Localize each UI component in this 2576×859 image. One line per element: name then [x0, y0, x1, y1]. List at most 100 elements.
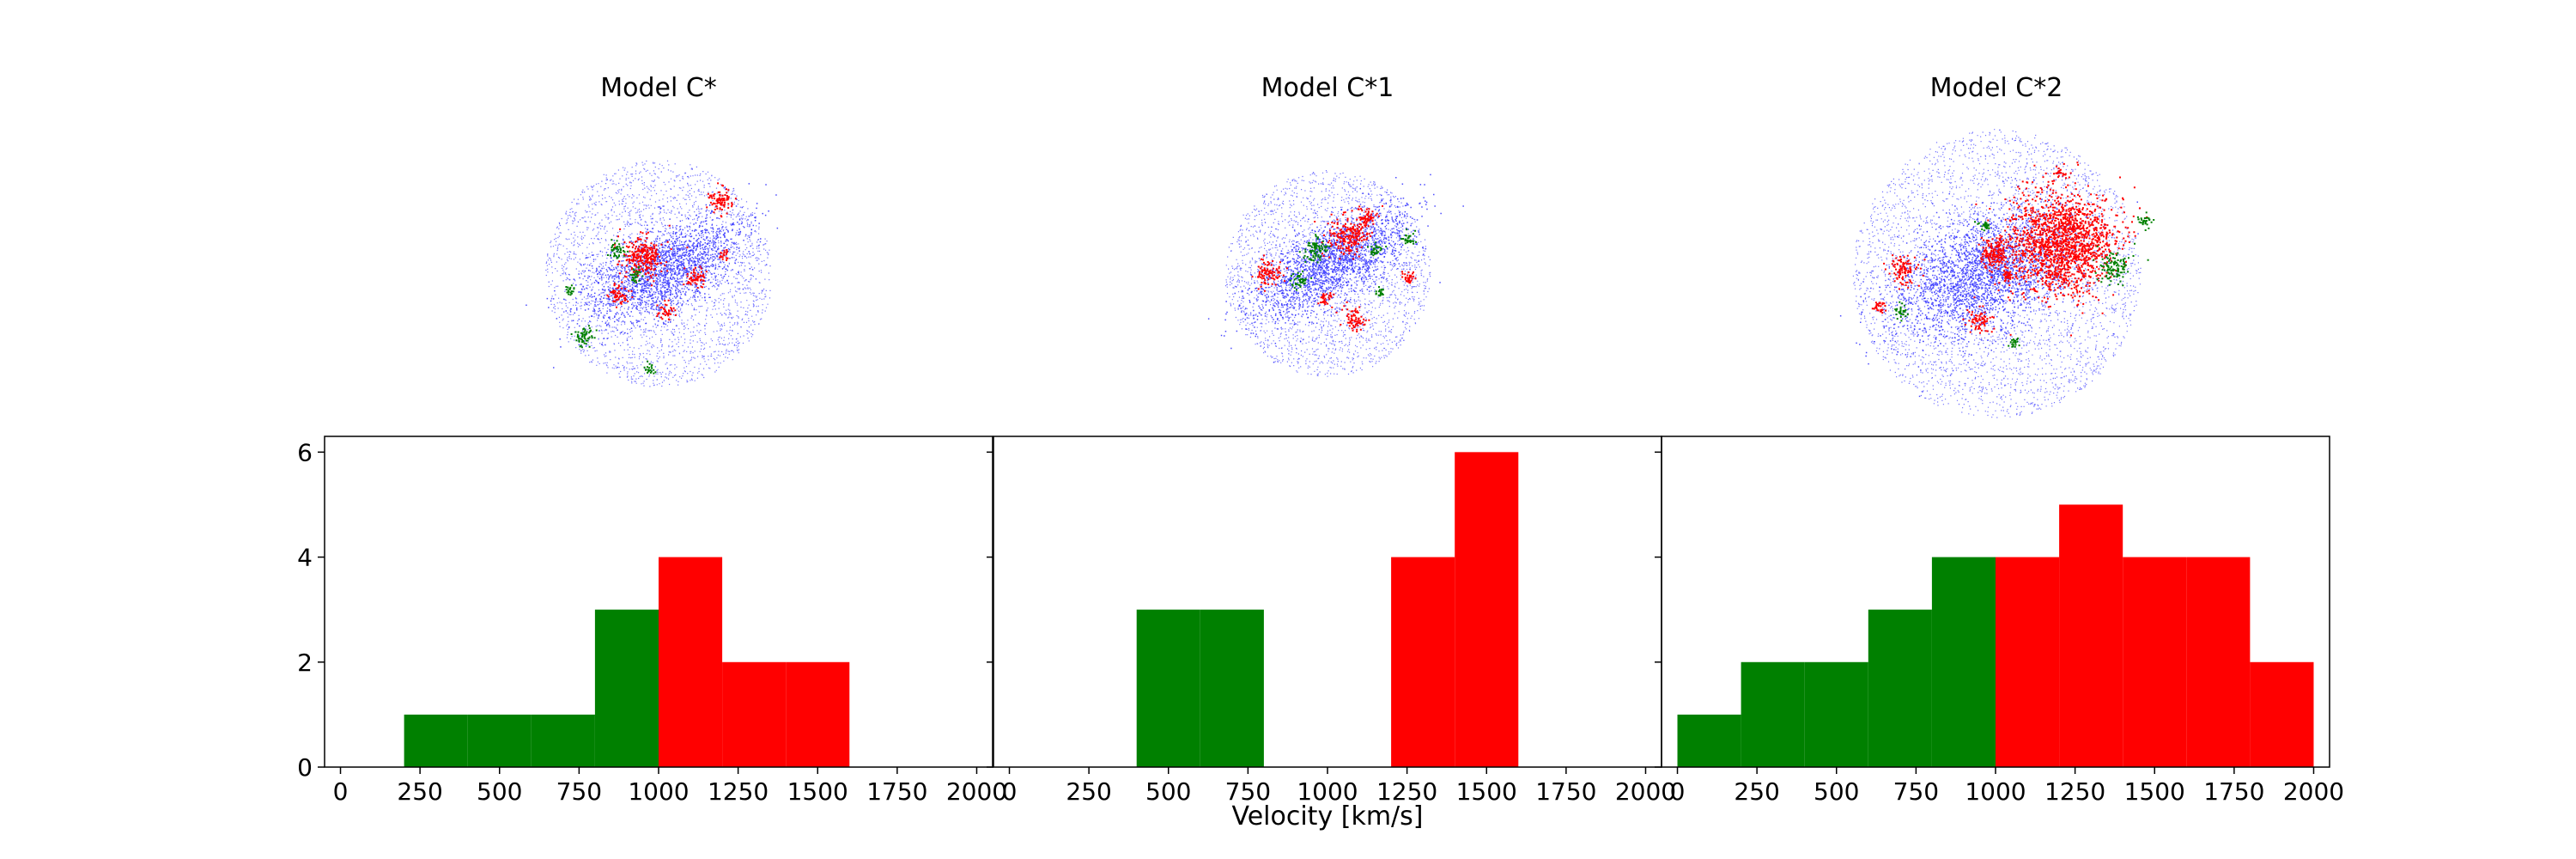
subhalo-green — [1289, 271, 1313, 291]
x-tick-label: 1000 — [1297, 777, 1358, 806]
y-tick-label: 0 — [297, 753, 313, 782]
bar-red-1400-1600 — [2123, 557, 2187, 767]
x-tick-label: 250 — [1734, 777, 1779, 806]
subhalo-green — [629, 266, 644, 283]
panel-title-1: Model C* — [600, 73, 717, 103]
subhalo-red — [656, 299, 677, 321]
subhalo-green — [2008, 338, 2020, 348]
subhalo-red — [683, 265, 708, 289]
bar-green-800-1000 — [1931, 557, 1996, 767]
x-tick-label: 0 — [1002, 777, 1018, 806]
subhalo-red — [1973, 161, 2148, 337]
y-tick-label: 4 — [297, 544, 313, 572]
bar-red-1000-1200 — [659, 557, 723, 767]
halo-particles — [1852, 129, 2142, 418]
subhalo-green — [607, 239, 629, 259]
bar-red-1400-1600 — [1455, 452, 1519, 767]
x-tick-label: 750 — [1225, 777, 1271, 806]
subhalo-red — [719, 249, 729, 261]
x-tick-label: 2000 — [1615, 777, 1676, 806]
bar-green-600-800 — [531, 714, 595, 767]
histogram-panel-3: 0 250 500 750 1000 1250 1500 1750 2000 — [1655, 436, 2344, 806]
galaxy-image-model-c-star-2 — [1839, 129, 2155, 418]
subhalo-green — [2136, 211, 2155, 231]
subhalo-green — [565, 284, 575, 296]
subhalo-red — [1962, 305, 1996, 334]
x-tick-label: 1750 — [866, 777, 927, 806]
subhalo-red — [1871, 302, 1887, 314]
axes-frame — [993, 436, 1662, 768]
subhalo-red — [1997, 266, 2017, 287]
x-tick-label: 1000 — [628, 777, 689, 806]
subhalo-green — [1400, 228, 1417, 245]
bar-green-400-600 — [467, 714, 532, 767]
bar-green-200-400 — [1741, 661, 1805, 767]
x-tick-label: 1500 — [2124, 777, 2185, 806]
x-tick-label: 1250 — [2044, 777, 2105, 806]
subhalo-red — [1251, 254, 1288, 292]
subhalo-red — [1317, 292, 1335, 308]
x-tick-label: 250 — [1066, 777, 1111, 806]
x-tick-label: 500 — [477, 777, 522, 806]
x-tick-label: 2000 — [2283, 777, 2344, 806]
panel-title-2: Model C*1 — [1261, 73, 1394, 103]
subhalo-red — [1401, 271, 1417, 284]
x-tick-label: 2000 — [946, 777, 1007, 806]
bar-green-800-1000 — [594, 609, 659, 767]
subhalo-red — [2053, 168, 2067, 179]
subhalo-green — [1974, 221, 1990, 232]
core-particles — [1207, 174, 1464, 363]
subhalo-green — [1894, 301, 1909, 322]
bar-red-1800-2000 — [2250, 661, 2314, 767]
x-tick-label: 1500 — [787, 777, 848, 806]
bar-red-1200-1400 — [722, 661, 787, 767]
subhalo-red — [606, 281, 634, 308]
x-tick-label: 0 — [1670, 777, 1686, 806]
bar-red-1000-1200 — [1996, 557, 2060, 767]
x-tick-label: 1250 — [1376, 777, 1437, 806]
x-tick-label: 1750 — [1535, 777, 1596, 806]
bar-green-600-800 — [1868, 609, 1932, 767]
x-tick-label: 1750 — [2203, 777, 2264, 806]
halo-particles — [545, 160, 771, 387]
galaxy-image-model-c-star-1 — [1207, 170, 1464, 377]
x-tick-label: 500 — [1145, 777, 1191, 806]
bar-green-600-800 — [1200, 609, 1264, 767]
subhalo-green — [2093, 242, 2149, 287]
bar-green-400-600 — [1136, 609, 1200, 767]
x-tick-label: 750 — [1893, 777, 1939, 806]
x-tick-label: 1500 — [1456, 777, 1517, 806]
core-particles — [1839, 173, 2141, 398]
histogram-panel-2: 0 250 500 750 1000 1250 1500 1750 2000 — [987, 436, 1676, 806]
subhalo-green — [1375, 286, 1384, 297]
x-axis-label: Velocity [km/s] — [1232, 801, 1424, 832]
x-tick-label: 0 — [333, 777, 349, 806]
bar-green-0-200 — [1677, 714, 1741, 767]
subhalo-red — [1349, 205, 1383, 229]
histogram-panel-1: 0 250 500 750 1000 1250 1500 1750 2000 0 2 4 6 — [297, 436, 1007, 806]
y-tick-label: 2 — [297, 649, 313, 677]
panel-title-3: Model C*2 — [1930, 73, 2063, 103]
subhalo-green — [570, 325, 598, 349]
subhalo-red — [613, 224, 689, 287]
bar-red-1400-1600 — [786, 661, 850, 767]
subhalo-red — [1978, 235, 2014, 278]
halo-particles — [1224, 170, 1431, 377]
subhalo-red — [1335, 301, 1370, 332]
bar-green-200-400 — [404, 714, 468, 767]
bar-red-1200-1400 — [1391, 557, 1455, 767]
bar-red-1600-1800 — [2186, 557, 2251, 767]
x-tick-label: 1000 — [1965, 777, 2026, 806]
subhalo-red — [706, 182, 737, 218]
subhalo-green — [643, 360, 657, 375]
bar-red-1200-1400 — [2059, 504, 2123, 767]
x-tick-label: 750 — [556, 777, 602, 806]
x-tick-label: 1250 — [708, 777, 769, 806]
subhalo-red — [1883, 254, 1926, 290]
subhalo-green — [1298, 234, 1331, 272]
galaxy-image-model-c-star — [526, 160, 779, 387]
bar-green-400-600 — [1804, 661, 1868, 767]
x-tick-label: 500 — [1814, 777, 1859, 806]
subhalo-green — [1367, 241, 1388, 257]
